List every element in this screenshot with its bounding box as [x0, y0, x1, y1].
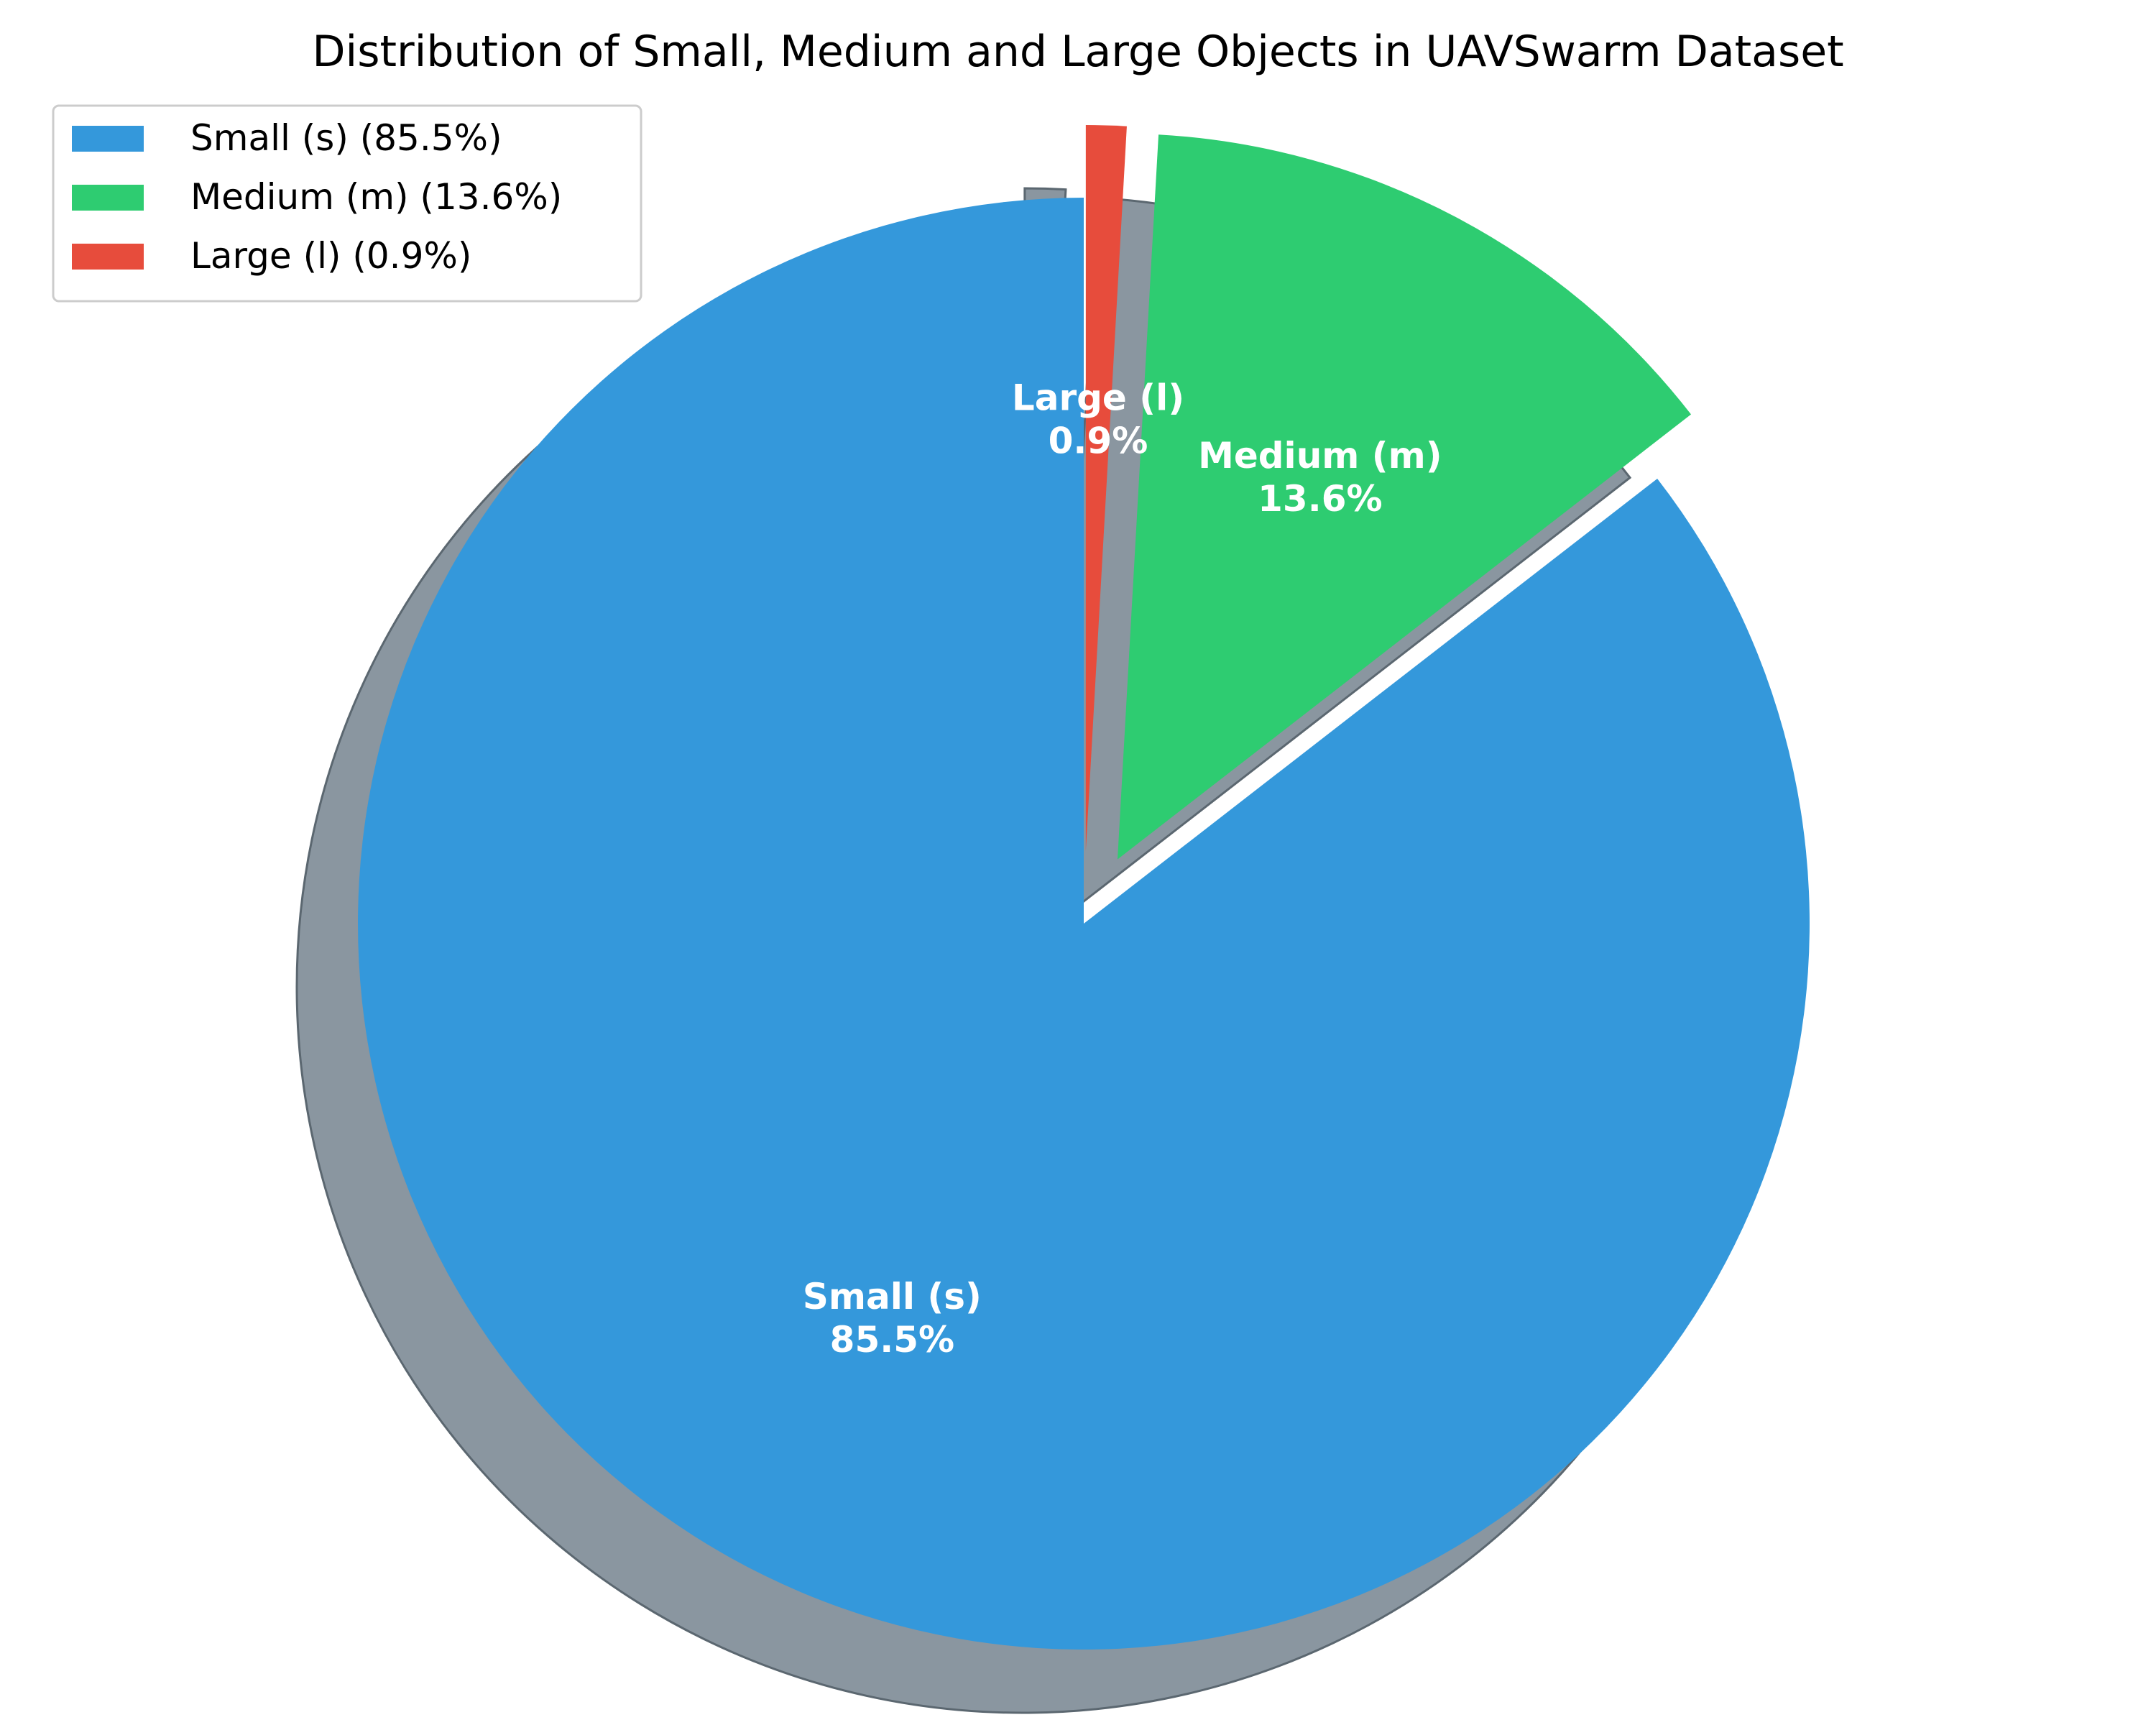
legend-swatch	[72, 244, 144, 270]
pie-slice-large	[1085, 125, 1127, 852]
legend-item-large: Large (l) (0.9%)	[72, 235, 471, 277]
legend-swatch	[72, 126, 144, 152]
slice-label-percent: 0.9%	[1049, 420, 1148, 461]
legend-label: Large (l) (0.9%)	[190, 235, 471, 277]
pie-slice-small	[358, 198, 1810, 1650]
slice-labels: Small (s) 85.5%Medium (m) 13.6%Large (l) 0.…	[803, 377, 1442, 1361]
legend-item-small: Small (s) (85.5%)	[72, 117, 502, 159]
slice-label-percent: 13.6%	[1258, 478, 1382, 520]
legend-label: Medium (m) (13.6%)	[190, 176, 562, 218]
legend-label: Small (s) (85.5%)	[190, 117, 502, 159]
legend-swatch	[72, 185, 144, 211]
pie-slice-medium	[1117, 134, 1692, 860]
slice-label-medium: Medium (m) 13.6%	[1198, 435, 1442, 520]
slice-label-small: Small (s) 85.5%	[803, 1276, 982, 1361]
pie-slices	[358, 125, 1810, 1650]
legend-frame	[52, 104, 642, 303]
slice-label-large: Large (l) 0.9%	[1012, 377, 1184, 461]
slice-label-name: Medium (m)	[1198, 435, 1442, 477]
legend: Small (s) (85.5%) Medium (m) (13.6%) Large…	[52, 104, 642, 303]
slice-label-name: Small (s)	[803, 1276, 982, 1317]
slice-label-percent: 85.5%	[830, 1319, 954, 1361]
legend-item-medium: Medium (m) (13.6%)	[72, 176, 562, 218]
legend-items: Small (s) (85.5%) Medium (m) (13.6%) Large…	[72, 117, 562, 277]
slice-label-name: Large (l)	[1012, 377, 1184, 418]
chart-title: Distribution of Small, Medium and Large …	[312, 27, 1843, 77]
